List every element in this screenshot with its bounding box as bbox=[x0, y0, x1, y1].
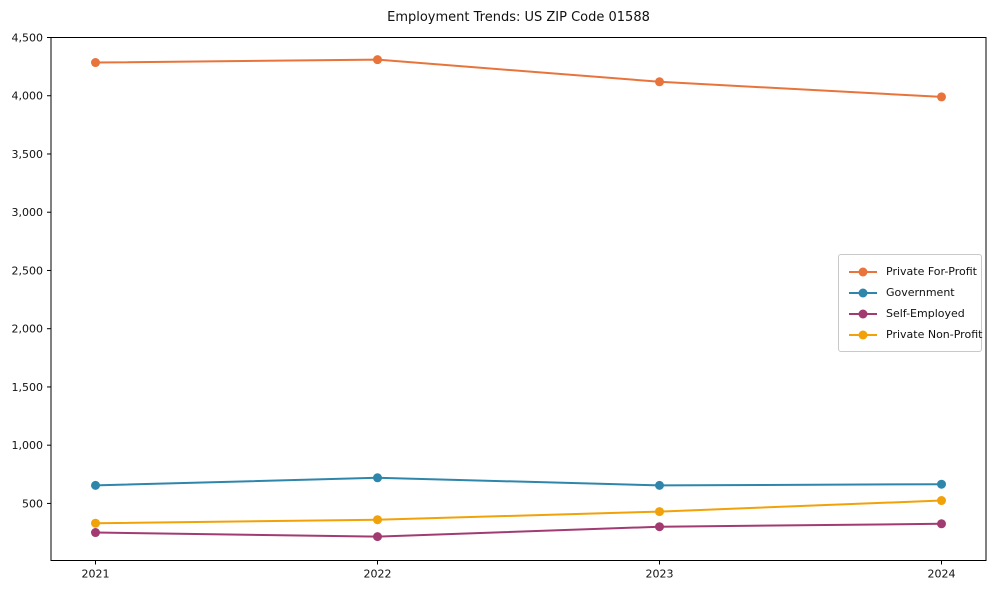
legend-line-marker-icon bbox=[849, 288, 877, 297]
series-line-private-non-profit bbox=[94, 499, 943, 525]
series-marker-private-for-profit bbox=[373, 55, 382, 65]
y-tick-label: 4,500 bbox=[12, 32, 44, 45]
series-marker-government bbox=[373, 473, 382, 483]
x-tick-label: 2021 bbox=[82, 568, 110, 581]
series-marker-private-for-profit bbox=[91, 58, 100, 68]
chart-legend: Private For-Profit Government Self-Employe… bbox=[838, 254, 982, 352]
legend-item-government: Government bbox=[848, 282, 973, 303]
series-marker-self-employed bbox=[91, 528, 100, 538]
legend-label: Private For-Profit bbox=[886, 265, 977, 278]
series-marker-private-non-profit bbox=[91, 518, 100, 528]
series-marker-self-employed bbox=[937, 519, 946, 529]
legend-label: Self-Employed bbox=[886, 307, 965, 320]
series-line-self-employed bbox=[94, 522, 943, 538]
series-marker-self-employed bbox=[655, 522, 664, 532]
series-marker-private-non-profit bbox=[937, 496, 946, 506]
y-tick-label: 1,000 bbox=[12, 439, 44, 452]
legend-item-private-non-profit: Private Non-Profit bbox=[848, 324, 982, 345]
legend-label: Private Non-Profit bbox=[886, 328, 983, 341]
chart-title: Employment Trends: US ZIP Code 01588 bbox=[387, 10, 650, 25]
x-tick-label: 2024 bbox=[928, 568, 956, 581]
y-tick-label: 2,500 bbox=[12, 264, 44, 277]
series-line-private-for-profit bbox=[94, 58, 943, 98]
series-marker-government bbox=[655, 480, 664, 490]
legend-item-self-employed: Self-Employed bbox=[848, 303, 973, 324]
legend-label: Government bbox=[886, 286, 955, 299]
y-tick-label: 1,500 bbox=[12, 381, 44, 394]
legend-line-marker-icon bbox=[849, 267, 877, 276]
y-tick-label: 4,000 bbox=[12, 90, 44, 103]
y-tick-label: 3,000 bbox=[12, 206, 44, 219]
legend-line-marker-icon bbox=[849, 309, 877, 318]
series-marker-government bbox=[91, 480, 100, 490]
series-marker-self-employed bbox=[373, 532, 382, 542]
series-marker-private-non-profit bbox=[655, 507, 664, 517]
x-tick-label: 2023 bbox=[646, 568, 674, 581]
x-tick-label: 2022 bbox=[364, 568, 392, 581]
plot-spines bbox=[50, 37, 987, 561]
legend-line-marker-icon bbox=[849, 330, 877, 339]
y-tick-label: 3,500 bbox=[12, 148, 44, 161]
series-marker-private-for-profit bbox=[655, 77, 664, 87]
series-marker-private-non-profit bbox=[373, 515, 382, 525]
legend-item-private-for-profit: Private For-Profit bbox=[848, 261, 977, 282]
y-tick-label: 500 bbox=[22, 497, 43, 510]
y-tick-label: 2,000 bbox=[12, 323, 44, 336]
series-marker-private-for-profit bbox=[937, 92, 946, 102]
series-line-government bbox=[94, 476, 943, 487]
series-marker-government bbox=[937, 479, 946, 489]
